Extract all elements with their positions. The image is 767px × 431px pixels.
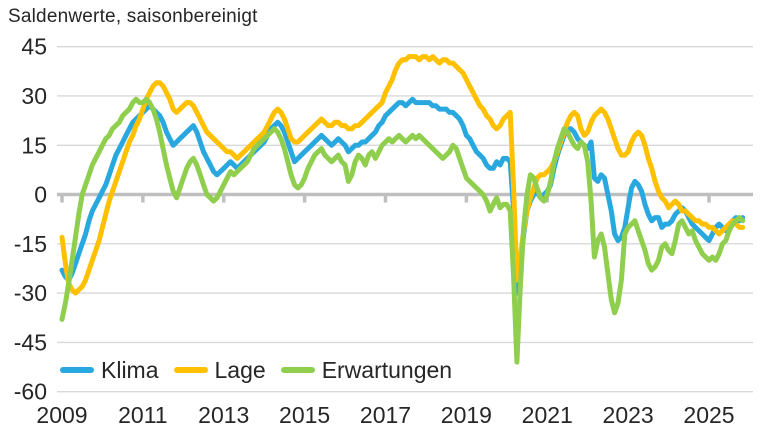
y-axis-tick-label: -60 <box>14 379 47 405</box>
legend-swatch-lage <box>173 367 208 373</box>
legend-label-lage: Lage <box>214 357 266 383</box>
legend-swatch-erwartungen <box>280 367 315 373</box>
chart-title: Saldenwerte, saisonbereinigt <box>8 6 258 27</box>
series-line-klima <box>59 96 746 296</box>
x-axis-tick-label: 2015 <box>279 402 330 428</box>
x-axis-tick-label: 2009 <box>36 402 87 428</box>
legend-item-klima: Klima <box>60 357 159 383</box>
legend: Klima Lage Erwartungen <box>60 357 452 383</box>
legend-swatch-klima <box>60 367 94 373</box>
y-axis-tick-label: 30 <box>21 83 47 109</box>
y-axis-tick-label: -30 <box>14 280 47 306</box>
y-axis-tick-label: 0 <box>34 182 47 208</box>
x-axis-tick-label: 2017 <box>360 402 411 428</box>
legend-label-klima: Klima <box>101 357 159 383</box>
series-line-lage <box>59 54 746 296</box>
legend-item-erwartungen: Erwartungen <box>280 357 453 383</box>
x-axis-tick-label: 2023 <box>603 402 654 428</box>
x-axis-tick-label: 2021 <box>522 402 573 428</box>
y-axis-tick-label: -15 <box>14 231 47 257</box>
series-line-erwartungen <box>59 96 746 365</box>
x-axis-tick-label: 2025 <box>683 402 734 428</box>
legend-label-erwartungen: Erwartungen <box>321 357 453 383</box>
legend-item-lage: Lage <box>173 357 266 383</box>
x-axis-tick-label: 2011 <box>118 402 167 428</box>
y-axis-tick-label: 45 <box>21 34 47 60</box>
x-axis-tick-label: 2013 <box>198 402 249 428</box>
x-axis-tick-label: 2019 <box>441 402 492 428</box>
y-axis-tick-label: -45 <box>14 329 47 355</box>
y-axis-tick-label: 15 <box>21 132 47 158</box>
